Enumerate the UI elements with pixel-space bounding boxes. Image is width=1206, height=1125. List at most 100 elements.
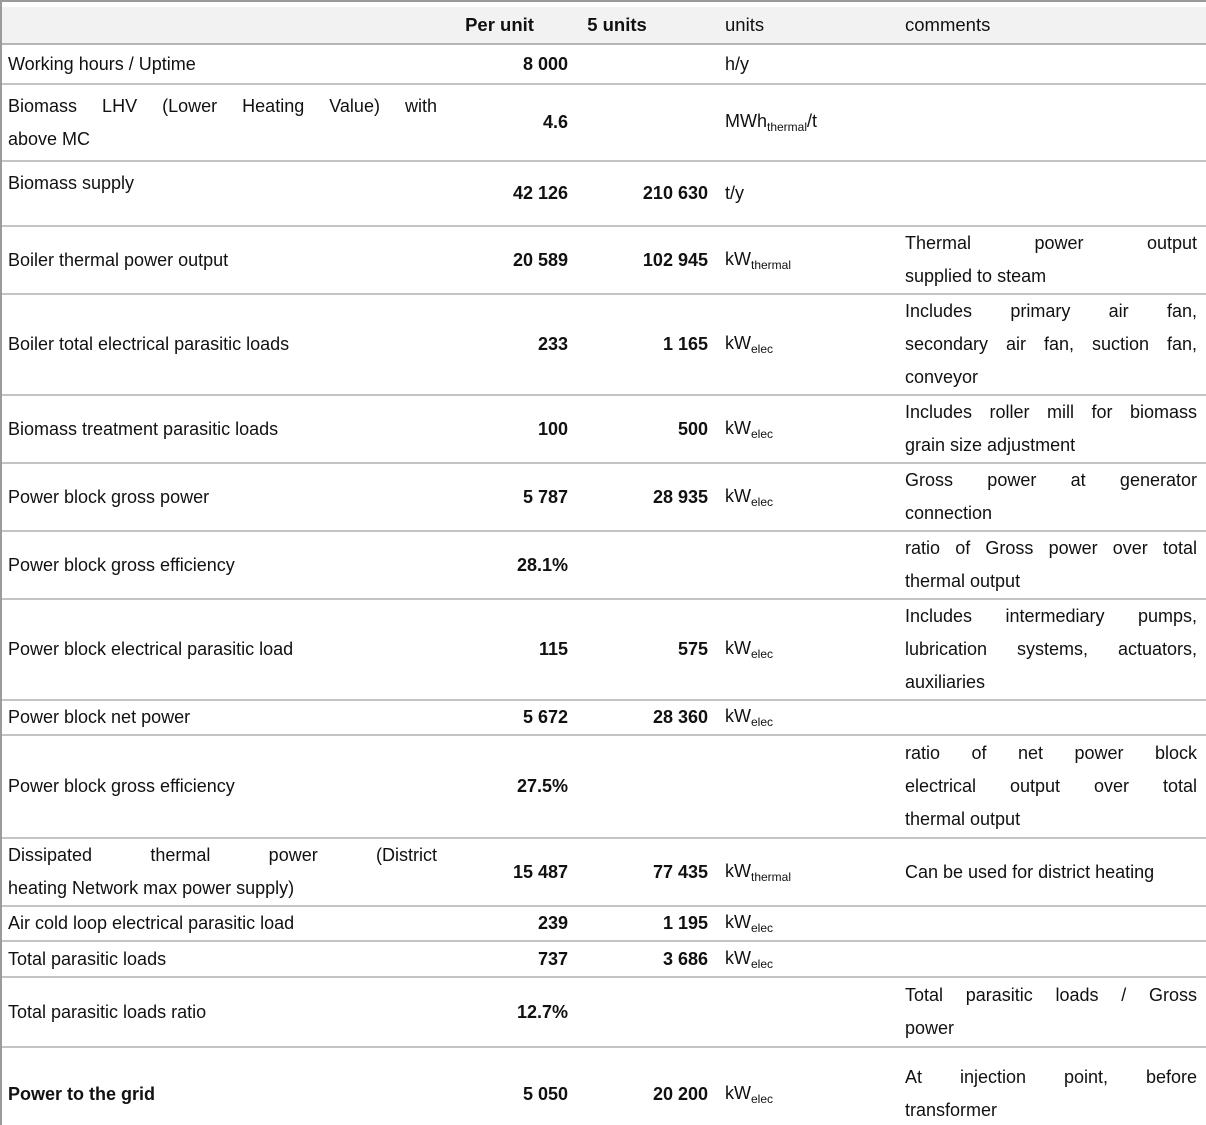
unit-subscript: elec (751, 956, 774, 971)
table-row: Power block gross efficiency 27.5% ratio o… (2, 736, 1206, 839)
comment-cell (895, 85, 1206, 162)
unit-subscript: elec (751, 647, 774, 661)
comment-line: Can be used for district heating (905, 861, 1155, 882)
row-label: Working hours / Uptime (2, 45, 445, 85)
per-unit-value: 4.6 (445, 85, 568, 162)
comment-line: At injection point, before (905, 1067, 1197, 1087)
table-row: Power to the grid 5 050 20 200 kWelec At inj… (2, 1048, 1206, 1125)
five-units-value: 3 686 (568, 942, 708, 978)
unit-main: t/y (725, 183, 745, 203)
comment-line: thermal output (905, 571, 1021, 591)
per-unit-value: 115 (445, 600, 568, 701)
row-label-line: Boiler total electrical parasitic loads (8, 334, 290, 354)
unit-main: kW (725, 638, 751, 658)
table-row: Biomass treatment parasitic loads 100 500 k… (2, 396, 1206, 464)
row-label: Air cold loop electrical parasitic load (2, 907, 445, 942)
row-label-line: Biomass LHV (Lower Heating Value) with (8, 95, 437, 116)
comment-line: Includes primary air fan, (905, 301, 1197, 321)
unit-cell: kWelec (708, 907, 895, 942)
comment-cell (895, 162, 1206, 227)
header-comments: comments (895, 2, 1206, 45)
table-row: Total parasitic loads ratio 12.7% Total pa… (2, 978, 1206, 1048)
unit-subscript: elec (751, 715, 774, 729)
row-label: Power to the grid (2, 1048, 445, 1125)
row-label: Total parasitic loads ratio (2, 978, 445, 1048)
comment-cell: Includes primary air fan, secondary air f… (895, 295, 1206, 396)
per-unit-value: 5 672 (445, 701, 568, 736)
unit-main: kW (725, 417, 751, 438)
per-unit-value: 42 126 (445, 162, 568, 227)
table-row: Boiler total electrical parasitic loads 2… (2, 295, 1206, 396)
unit-main: kW (725, 706, 751, 726)
row-label-line: Biomass treatment parasitic loads (8, 418, 279, 439)
per-unit-value: 100 (445, 396, 568, 464)
five-units-value: 210 630 (568, 162, 708, 227)
comment-line: secondary air fan, suction fan, (905, 334, 1197, 354)
table-row: Biomass supply 42 126 210 630 t/y (2, 162, 1206, 227)
row-label: Power block gross efficiency (2, 532, 445, 600)
five-units-value (568, 532, 708, 600)
five-units-value (568, 45, 708, 85)
unit-main: kW (725, 333, 751, 353)
unit-cell: kWelec (708, 396, 895, 464)
unit-cell: kWelec (708, 464, 895, 532)
five-units-value (568, 978, 708, 1048)
unit-cell: kWelec (708, 600, 895, 701)
row-label-line: above MC (8, 128, 91, 149)
row-label-line: Power block gross efficiency (8, 776, 235, 796)
unit-cell (708, 978, 895, 1048)
per-unit-value: 28.1% (445, 532, 568, 600)
row-label-line: Power to the grid (8, 1083, 156, 1104)
header-label (2, 2, 445, 45)
comment-line: connection (905, 503, 993, 523)
table-body: Working hours / Uptime 8 000 h/y Biomass LH… (2, 45, 1206, 1125)
table-row: Air cold loop electrical parasitic load 2… (2, 907, 1206, 942)
five-units-value: 28 935 (568, 464, 708, 532)
comment-line: electrical output over total (905, 776, 1197, 796)
unit-main: kW (725, 248, 751, 269)
comment-line: Gross power at generator (905, 470, 1197, 490)
five-units-value (568, 736, 708, 839)
five-units-value: 500 (568, 396, 708, 464)
unit-subscript: elec (751, 921, 774, 935)
row-label-line: Power block gross efficiency (8, 554, 235, 575)
comment-cell: ratio of net power block electrical outpu… (895, 736, 1206, 839)
unit-cell: kWthermal (708, 839, 895, 907)
per-unit-value: 5 050 (522, 1083, 568, 1104)
comment-line: lubrication systems, actuators, (905, 639, 1197, 659)
five-units-value: 20 200 (652, 1083, 708, 1104)
row-label-line: Air cold loop electrical parasitic load (8, 913, 295, 933)
row-label: Biomass treatment parasitic loads (2, 396, 445, 464)
row-label: Power block gross efficiency (2, 736, 445, 839)
row-label-line: Dissipated thermal power (District (8, 845, 437, 865)
per-unit-value: 5 787 (445, 464, 568, 532)
five-units-value: 77 435 (568, 839, 708, 907)
unit-main: kW (725, 485, 751, 506)
table-row: Dissipated thermal power (District heatin… (2, 839, 1206, 907)
row-label-line: Power block net power (8, 707, 191, 727)
five-units-value: 1 195 (568, 907, 708, 942)
row-label-line: Working hours / Uptime (8, 53, 196, 74)
row-label-line: Boiler thermal power output (8, 249, 229, 270)
per-unit-value: 233 (445, 295, 568, 396)
unit-main: h/y (725, 53, 750, 74)
comment-line: auxiliaries (905, 672, 986, 692)
unit-cell: MWhthermal/t (708, 85, 895, 162)
comment-line: Includes roller mill for biomass (905, 402, 1197, 422)
unit-cell: kWelec (708, 1048, 895, 1125)
table-row: Working hours / Uptime 8 000 h/y (2, 45, 1206, 85)
row-label-line: Biomass supply (8, 173, 135, 193)
unit-main: kW (725, 860, 751, 881)
unit-main: kW (725, 947, 751, 968)
unit-subscript: thermal (751, 257, 792, 272)
header-per-unit: Per unit (445, 2, 568, 45)
comment-line: power (905, 1018, 955, 1038)
table-row: Boiler thermal power output 20 589 102 945… (2, 227, 1206, 295)
comment-cell: Total parasitic loads / Gross power (895, 978, 1206, 1048)
unit-subscript: elec (751, 342, 774, 356)
per-unit-value: 8 000 (445, 45, 568, 85)
unit-main: MWh (725, 111, 767, 131)
unit-cell: t/y (708, 162, 895, 227)
comment-cell (895, 45, 1206, 85)
